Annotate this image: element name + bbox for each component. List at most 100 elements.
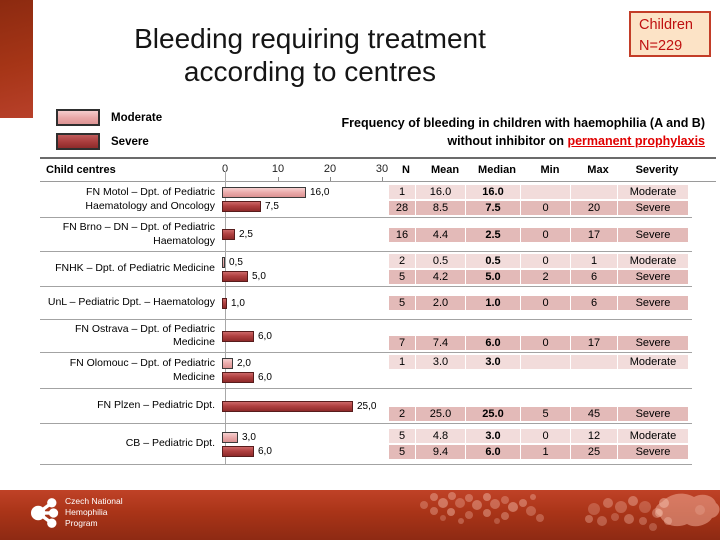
stats-row-moderate: 1 16.0 16.0 Moderate xyxy=(389,184,688,199)
axis-tick xyxy=(382,177,383,181)
bar-value-label: 2,5 xyxy=(239,229,253,240)
logo-text: Czech National Hemophilia Program xyxy=(65,496,123,529)
stats-row-severe: 28 8.5 7.5 0 20 Severe xyxy=(389,200,688,215)
stat-severity: Severe xyxy=(635,446,671,458)
bar-row: 6,0 xyxy=(222,330,386,342)
stat-min: 2 xyxy=(521,270,571,284)
legend-item-moderate: Moderate xyxy=(56,109,162,126)
centre-section-fnhk: FNHK – Dpt. of Pediatric Medicine 0,5 5,… xyxy=(40,252,692,287)
table-header-row: Child centres 0 10 20 30 N Mean Median M… xyxy=(0,160,720,182)
stat-mean: 4.4 xyxy=(416,227,466,242)
axis-tick xyxy=(278,177,279,181)
x-axis-tick-30: 30 xyxy=(375,163,389,175)
centre-label-text: FN Plzen – Pediatric Dpt. xyxy=(97,399,215,412)
x-axis-tick-20: 20 xyxy=(323,163,337,175)
subtitle-line-2: without inhibitor on permanent prophylax… xyxy=(248,133,705,151)
centre-bar-area: 2,0 6,0 xyxy=(222,353,386,388)
stat-median: 6.0 xyxy=(466,336,521,350)
stat-max: 6 xyxy=(571,270,618,284)
stat-median: 6.0 xyxy=(466,445,521,459)
severe-bar xyxy=(222,297,227,309)
centre-section-fn-motol: FN Motol – Dpt. of Pediatric Haematology… xyxy=(40,182,692,218)
centre-label: FN Motol – Dpt. of Pediatric Haematology… xyxy=(40,182,222,217)
centre-section-fn-olomouc: FN Olomouc – Dpt. of Pediatric Medicine … xyxy=(40,353,692,389)
moderate-bar xyxy=(222,256,225,268)
centre-label: FN Olomouc – Dpt. of Pediatric Medicine xyxy=(40,353,222,388)
stat-mean: 7.4 xyxy=(416,336,466,350)
stat-max: 25 xyxy=(571,445,618,459)
stat-n: 5 xyxy=(389,445,416,459)
centre-stats: 7 7.4 6.0 0 17 Severe xyxy=(389,320,688,352)
stat-min: 0 xyxy=(521,227,571,242)
cnhp-logo: Czech National Hemophilia Program xyxy=(28,496,123,529)
stat-median: 3.0 xyxy=(466,429,521,443)
badge-line-2: N=229 xyxy=(639,37,683,54)
left-accent-bar xyxy=(0,0,33,118)
legend-item-severe: Severe xyxy=(56,133,162,150)
bar-row: 0,5 xyxy=(222,256,386,268)
bar-row: 7,5 xyxy=(222,201,386,213)
stat-min: 0 xyxy=(521,296,571,310)
molecule-logo-icon xyxy=(30,497,59,528)
bar-value-label: 7,5 xyxy=(265,201,279,212)
stat-median: 0.5 xyxy=(466,254,521,268)
bar-value-label: 0,5 xyxy=(229,256,243,268)
stat-mean: 0.5 xyxy=(416,254,466,268)
stat-mean: 9.4 xyxy=(416,445,466,459)
stat-median: 2.5 xyxy=(466,227,521,242)
centre-stats: 2 25.0 25.0 5 45 Severe xyxy=(389,389,688,423)
bar-value-label: 2,0 xyxy=(237,358,251,369)
header-top-divider xyxy=(40,157,716,159)
stat-n: 2 xyxy=(389,407,416,421)
centre-stats: 2 0.5 0.5 0 1 Moderate 5 4.2 5.0 2 6 Sev… xyxy=(389,252,688,286)
stats-row-severe: 5 9.4 6.0 1 25 Severe xyxy=(389,445,688,459)
centre-section-fn-plzen: FN Plzen – Pediatric Dpt. 25,0 2 25.0 25… xyxy=(40,389,692,424)
stat-max: 12 xyxy=(571,429,618,443)
centre-bar-area: 25,0 xyxy=(222,389,386,423)
centre-bar-area: 1,0 xyxy=(222,287,386,319)
stat-median: 25.0 xyxy=(466,407,521,421)
centre-label-text: FN Motol – Dpt. of Pediatric Haematology… xyxy=(85,186,215,212)
stats-row-moderate: 1 3.0 3.0 Moderate xyxy=(389,355,688,369)
centre-bar-area: 16,0 7,5 xyxy=(222,182,386,217)
stat-n: 1 xyxy=(389,355,416,369)
stat-severity: Severe xyxy=(635,271,671,283)
stat-mean: 2.0 xyxy=(416,296,466,310)
centre-stats: 5 4.8 3.0 0 12 Moderate 5 9.4 6.0 1 25 S… xyxy=(389,424,688,464)
centre-stats: 16 4.4 2.5 0 17 Severe xyxy=(389,218,688,251)
moderate-swatch-icon xyxy=(56,109,100,126)
bar-row: 2,5 xyxy=(222,229,386,241)
badge-line-1: Children xyxy=(639,17,693,33)
logo-line-1: Czech National xyxy=(65,496,123,506)
centre-label: FNHK – Dpt. of Pediatric Medicine xyxy=(40,252,222,286)
footer-bar: Czech National Hemophilia Program xyxy=(0,490,720,540)
logo-line-2: Hemophilia xyxy=(65,507,108,518)
centre-label: FN Brno – DN – Dpt. of Pediatric Haemato… xyxy=(40,218,222,251)
chart-table-body: FN Motol – Dpt. of Pediatric Haematology… xyxy=(40,182,692,465)
axis-tick xyxy=(330,177,331,181)
stat-median: 7.5 xyxy=(466,200,521,215)
bar-row: 16,0 xyxy=(222,187,386,199)
permanent-prophylaxis-link[interactable]: permanent prophylaxis xyxy=(567,133,705,148)
stat-median: 5.0 xyxy=(466,270,521,284)
x-axis-tick-0: 0 xyxy=(221,163,229,175)
bar-value-label: 6,0 xyxy=(258,445,272,457)
stat-n: 5 xyxy=(389,296,416,310)
stat-min: 0 xyxy=(521,429,571,443)
header-bottom-divider xyxy=(40,181,716,182)
title-line-1: Bleeding requiring treatment xyxy=(134,23,486,54)
title-line-2: according to centres xyxy=(183,56,437,88)
centre-label-text: UnL – Pediatric Dpt. – Haematology xyxy=(47,296,215,309)
stat-severity: Moderate xyxy=(629,430,677,442)
centre-label-text: CB – Pediatric Dpt. xyxy=(125,437,215,450)
bar-value-label: 1,0 xyxy=(231,297,245,309)
subtitle-line-2-prefix: without inhibitor on xyxy=(447,133,568,148)
bar-value-label: 16,0 xyxy=(310,187,330,198)
stat-n: 2 xyxy=(389,254,416,268)
bar-value-label: 25,0 xyxy=(357,400,377,412)
legend-label: Severe xyxy=(111,135,149,148)
stats-row-moderate: 5 4.8 3.0 0 12 Moderate xyxy=(389,429,688,443)
stat-severity: Moderate xyxy=(629,356,677,368)
stat-severity: Moderate xyxy=(629,185,677,198)
chart-subtitle: Frequency of bleeding in children with h… xyxy=(248,115,705,151)
